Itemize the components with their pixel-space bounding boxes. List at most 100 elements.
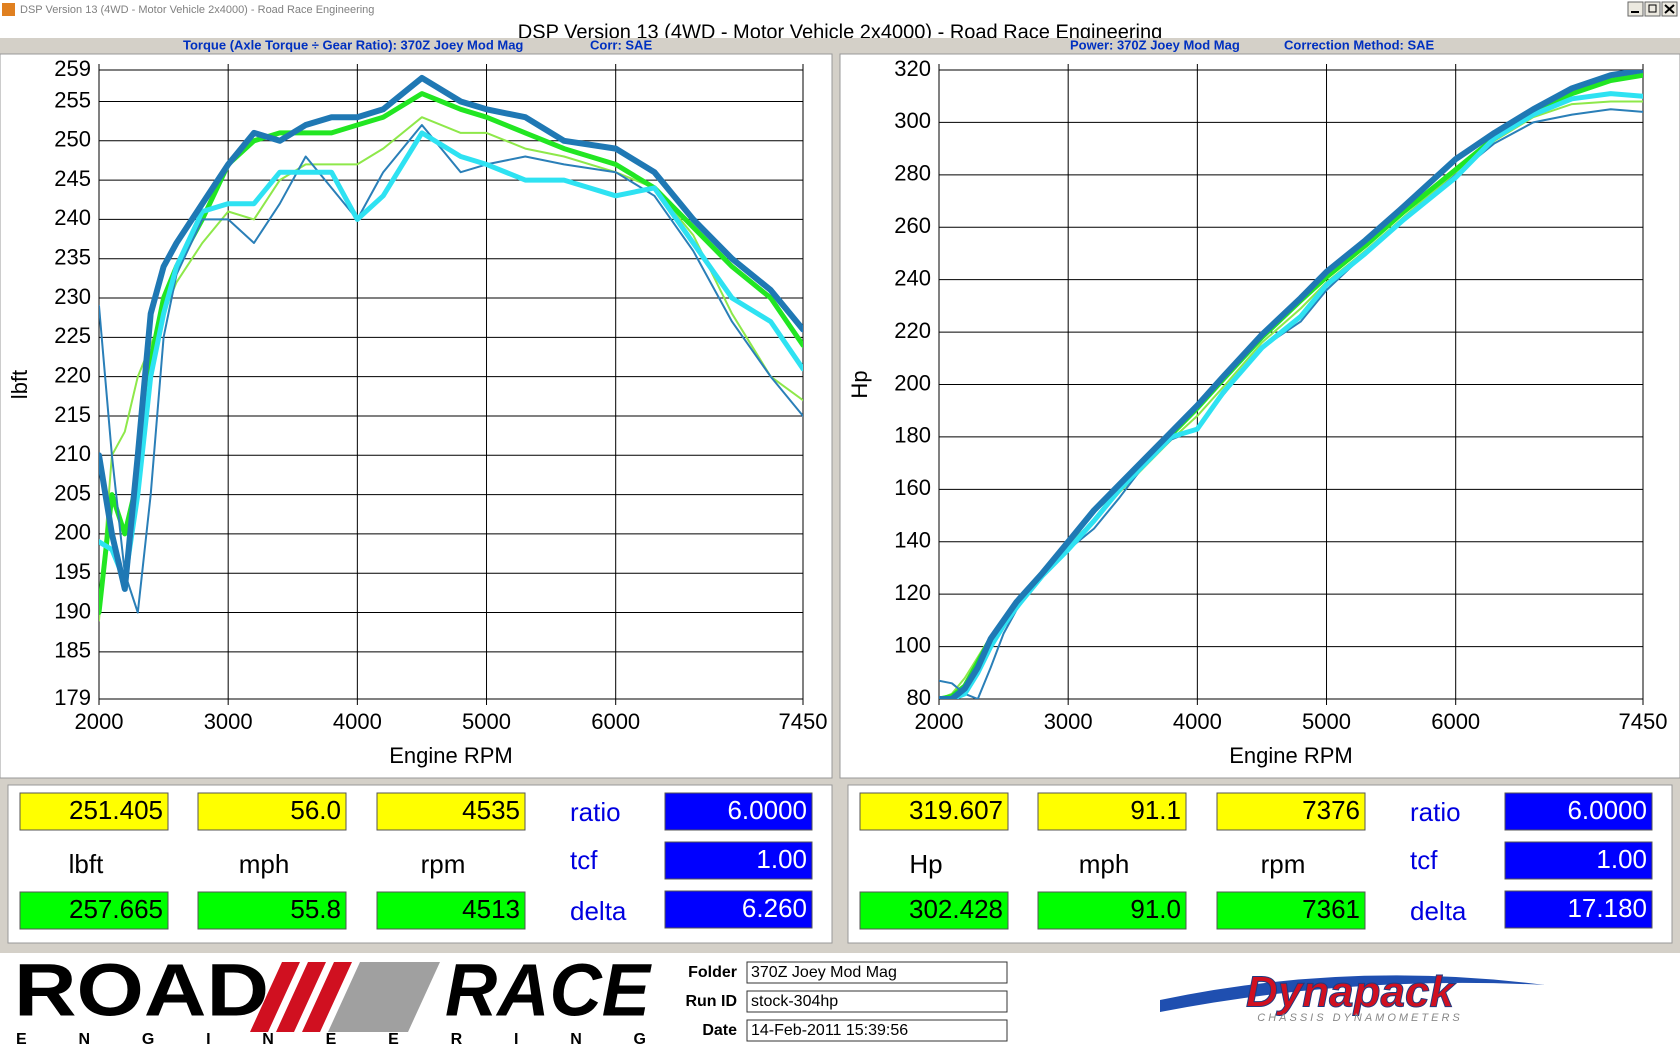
y-tick-label: 200 [894,370,931,395]
readout-value: 91.0 [1130,894,1181,924]
readout-unit: rpm [1261,849,1306,879]
header-title: DSP Version 13 (4WD - Motor Vehicle 2x40… [518,21,1162,43]
data-line [99,91,803,615]
x-tick-label: 7450 [779,709,828,734]
header-band [0,19,1680,39]
readout-box [1037,792,1187,831]
factor-value: 6.0000 [1567,795,1647,825]
readout-unit: rpm [421,849,466,879]
y-tick-label: 259 [54,56,91,81]
readout-box [197,792,347,831]
factor-box [1504,890,1653,929]
y-tick-label: 245 [54,166,91,191]
readout-value: 302.428 [909,894,1003,924]
plot-lines [99,74,803,622]
data-line [939,70,1643,699]
readout-box [19,792,169,831]
y-tick-label: 179 [54,685,91,710]
restore-button[interactable] [1644,1,1661,17]
y-tick-label: 230 [54,284,91,309]
factor-box [1504,841,1653,880]
readout-value: 56.0 [290,795,341,825]
readout-box [1037,891,1187,930]
readout-value: 7361 [1302,894,1360,924]
close-icon [1664,4,1675,14]
y-tick-label: 320 [894,56,931,81]
factor-label: tcf [1410,845,1438,875]
factor-value: 1.00 [756,844,807,874]
y-tick-label: 215 [54,402,91,427]
x-tick-label: 2000 [915,709,964,734]
y-tick-label: 195 [54,559,91,584]
logo-slash [250,962,352,1032]
readout-box [859,792,1009,831]
logo-slash [328,962,440,1032]
readout-value: 7376 [1302,795,1360,825]
y-tick-label: 300 [894,108,931,133]
data-line [99,130,803,584]
factor-label: ratio [1410,797,1461,827]
field-value: 14-Feb-2011 15:39:56 [751,1022,908,1039]
y-tick-label: 235 [54,245,91,270]
brand-logo: Dynapack CHASSIS DYNAMOMETERS [1160,967,1545,1024]
data-line [99,74,803,592]
readout-value: 319.607 [909,795,1003,825]
chart-panel [839,53,1680,779]
y-tick-label: 250 [54,127,91,152]
y-tick-label: 210 [54,441,91,466]
x-axis-label: Engine RPM [1229,743,1353,768]
brand-name: Dynapack [1246,968,1456,1017]
field-value: 370Z Joey Mod Mag [751,964,897,981]
y-tick-label: 220 [894,318,931,343]
field-value: stock-304hp [751,993,838,1010]
logo-road: ROAD [14,949,269,1032]
field-box [746,990,1008,1013]
correction-label: Corr: SAE [590,37,652,52]
readout-box [859,891,1009,930]
factor-box [1504,792,1653,831]
restore-icon [1648,4,1657,13]
y-tick-label: 180 [894,423,931,448]
factor-value: 6.260 [742,893,807,923]
readout-value: 91.1 [1130,795,1181,825]
data-line [939,91,1643,699]
readout-unit: Hp [909,849,942,879]
y-tick-label: 185 [54,638,91,663]
y-tick-label: 120 [894,580,931,605]
y-axis-label: lbft [7,370,32,399]
factor-value: 1.00 [1596,844,1647,874]
minimize-button[interactable] [1627,1,1644,17]
field-label: Folder [688,964,737,981]
readout-box [197,891,347,930]
field-box [746,961,1008,984]
y-tick-label: 240 [54,205,91,230]
readout-box [19,891,169,930]
readout-value: 4535 [462,795,520,825]
y-tick-label: 255 [54,87,91,112]
readout-value: 55.8 [290,894,341,924]
y-tick-label: 160 [894,475,931,500]
x-tick-label: 3000 [1044,709,1093,734]
brand-tagline: CHASSIS DYNAMOMETERS [1257,1012,1462,1024]
field-label: Run ID [685,993,737,1010]
x-tick-label: 4000 [333,709,382,734]
title-bar [0,0,1680,19]
field-box [746,1019,1008,1042]
logo-race: RACE [445,949,653,1032]
readout-value: 251.405 [69,795,163,825]
data-line [99,124,803,614]
correction-label: Correction Method: SAE [1284,37,1435,52]
x-tick-label: 5000 [1302,709,1351,734]
y-tick-label: 190 [54,598,91,623]
readout-value: 257.665 [69,894,163,924]
readout-unit: mph [1079,849,1130,879]
chart-subtitle: Power: 370Z Joey Mod Mag [1070,37,1240,52]
readout-value: 4513 [462,894,520,924]
window-buttons[interactable] [1627,1,1678,17]
y-tick-label: 280 [894,161,931,186]
plot-lines [939,70,1643,699]
subtitle-band [0,38,1680,54]
x-axis-label: Engine RPM [389,743,513,768]
